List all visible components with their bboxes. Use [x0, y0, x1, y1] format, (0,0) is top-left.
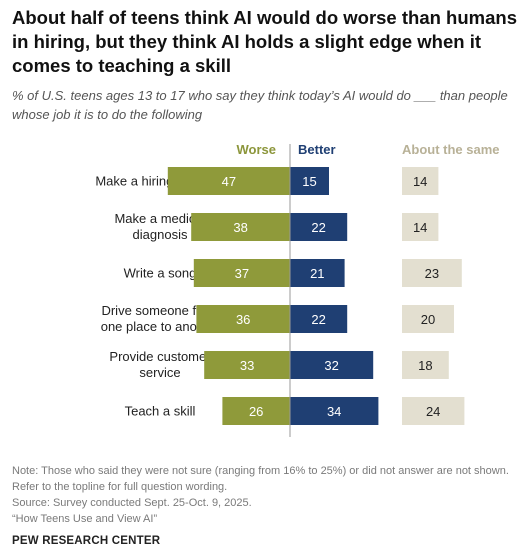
note-text: Note: Those who said they were not sure … — [12, 465, 509, 493]
chart-notes: Note: Those who said they were not sure … — [12, 463, 517, 527]
category-label: Teach a skill — [125, 404, 196, 419]
value-label-worse: 38 — [233, 220, 247, 235]
value-label-worse: 36 — [236, 312, 250, 327]
value-label-better: 32 — [324, 358, 338, 373]
value-label-about-the-same: 20 — [421, 312, 435, 327]
bar-about-the-same — [402, 305, 454, 333]
bar-about-the-same — [402, 259, 462, 287]
bar-about-the-same — [402, 213, 439, 241]
value-label-better: 15 — [302, 174, 316, 189]
category-label: Provide customer service — [109, 349, 211, 380]
bar-better — [290, 213, 348, 241]
bar-better — [290, 259, 345, 287]
bar-worse — [193, 259, 290, 287]
bar-better — [290, 397, 379, 425]
legend-worse: Worse — [237, 142, 277, 157]
category-label: Make a medical diagnosis — [114, 211, 205, 242]
report-title: “How Teens Use and View AI” — [12, 513, 158, 525]
value-label-about-the-same: 14 — [413, 174, 427, 189]
legend-better: Better — [298, 142, 336, 157]
org-logo-text: PEW RESEARCH CENTER — [12, 535, 161, 547]
value-label-about-the-same: 18 — [418, 358, 432, 373]
bar-better — [290, 305, 348, 333]
value-label-about-the-same: 23 — [425, 266, 439, 281]
bar-worse — [167, 167, 290, 195]
value-label-better: 22 — [311, 220, 325, 235]
chart-subtitle: % of U.S. teens ages 13 to 17 who say th… — [12, 88, 508, 122]
bar-about-the-same — [402, 351, 449, 379]
category-label: Drive someone from one place to another — [101, 303, 220, 334]
value-label-about-the-same: 14 — [413, 220, 427, 235]
value-label-better: 22 — [311, 312, 325, 327]
value-label-better: 34 — [327, 404, 341, 419]
bar-worse — [191, 213, 290, 241]
chart-title: About half of teens think AI would do wo… — [12, 7, 517, 76]
bar-about-the-same — [402, 167, 439, 195]
value-label-worse: 26 — [249, 404, 263, 419]
value-label-worse: 37 — [235, 266, 249, 281]
value-label-about-the-same: 24 — [426, 404, 440, 419]
value-label-worse: 47 — [222, 174, 236, 189]
bar-better — [290, 167, 329, 195]
bar-about-the-same — [402, 397, 465, 425]
bar-worse — [204, 351, 290, 379]
category-label: Write a song — [124, 266, 197, 281]
value-label-worse: 33 — [240, 358, 254, 373]
bar-worse — [196, 305, 290, 333]
bar-worse — [222, 397, 290, 425]
legend-about-the-same: About the same — [402, 142, 500, 157]
source-text: Source: Survey conducted Sept. 25-Oct. 9… — [12, 497, 252, 509]
value-label-better: 21 — [310, 266, 324, 281]
bar-better — [290, 351, 374, 379]
